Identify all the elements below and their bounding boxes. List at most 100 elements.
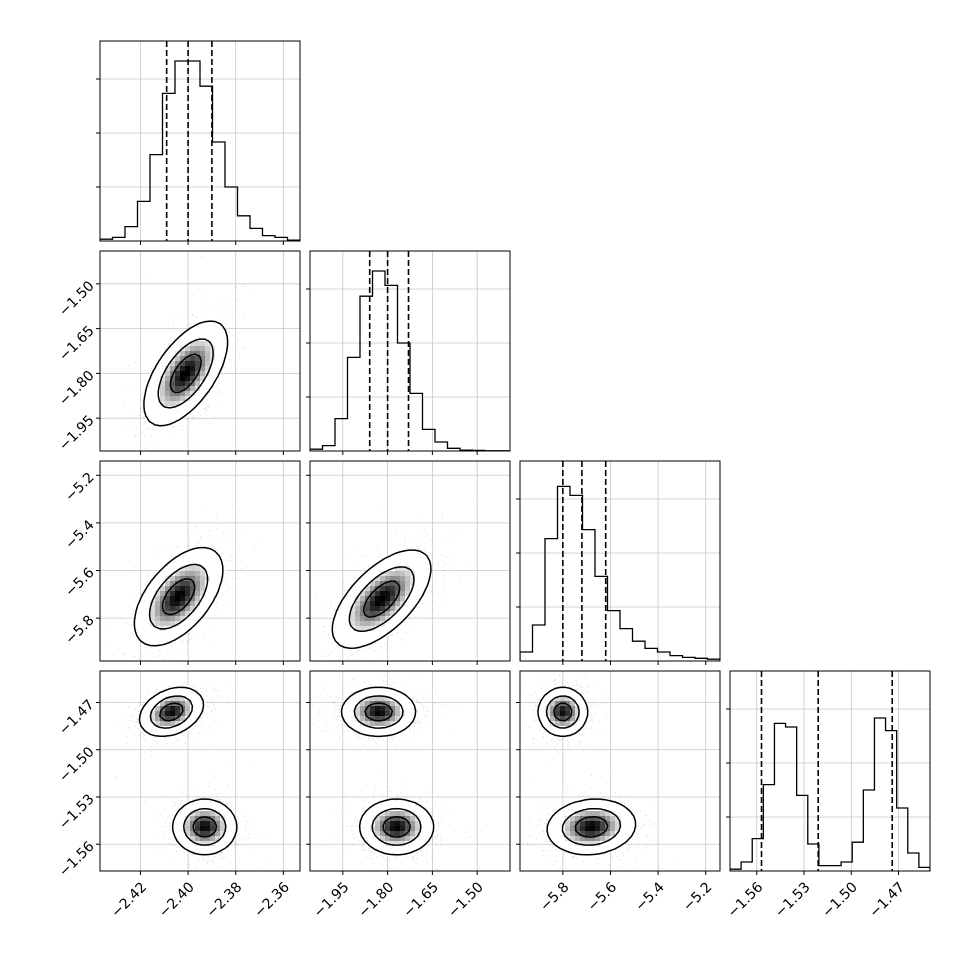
density-cell: [350, 616, 356, 622]
density-mask: [350, 721, 356, 727]
density-mask: [150, 606, 156, 612]
density-cell: [160, 721, 166, 727]
density-cell: [180, 701, 186, 707]
density-mask: [365, 586, 371, 592]
density-mask: [400, 841, 406, 847]
density-cell: [375, 696, 381, 702]
density-mask: [185, 621, 191, 627]
panel-frame: [309, 670, 511, 872]
density-mask: [170, 631, 176, 637]
density-mask: [570, 826, 576, 832]
density-mask: [200, 586, 206, 592]
density-mask: [200, 556, 206, 562]
density-mask: [345, 631, 351, 637]
density-mask: [565, 831, 571, 837]
density-mask: [160, 701, 166, 707]
density-mask: [215, 836, 221, 842]
density-cell: [565, 721, 571, 727]
density-mask: [160, 396, 166, 402]
density-cell: [410, 826, 416, 832]
density-mask: [185, 406, 191, 412]
density-cell: [380, 601, 386, 607]
contour-line: [149, 695, 227, 846]
density-mask: [215, 826, 221, 832]
density-mask: [425, 831, 431, 837]
density-mask: [415, 571, 421, 577]
density-cell: [385, 601, 391, 607]
density-mask: [570, 691, 576, 697]
density-cell: [395, 596, 401, 602]
density-mask: [370, 831, 376, 837]
density-cell: [180, 371, 186, 377]
density-mask: [590, 836, 596, 842]
density-cell: [370, 696, 376, 702]
density-mask: [190, 611, 196, 617]
density-mask: [225, 841, 231, 847]
density-mask: [230, 816, 236, 822]
density-mask: [190, 401, 196, 407]
density-mask: [195, 616, 201, 622]
y-tick-label: −1.53: [56, 791, 98, 833]
density-cell: [185, 816, 191, 822]
density-mask: [160, 726, 166, 732]
density-mask: [155, 716, 161, 722]
density-cell: [405, 576, 411, 582]
density-mask: [230, 836, 236, 842]
density-mask: [165, 571, 171, 577]
density-mask: [210, 801, 216, 807]
density-mask: [375, 616, 381, 622]
density-cell: [190, 581, 196, 587]
x-tick-label: −2.40: [156, 879, 198, 921]
x-tick-label: −1.47: [866, 879, 908, 921]
density-mask: [415, 566, 421, 572]
density-mask: [220, 806, 226, 812]
density-cell: [585, 841, 591, 847]
density-mask: [575, 846, 581, 852]
density-mask: [375, 691, 381, 697]
density-mask: [365, 691, 371, 697]
density-cell: [200, 576, 206, 582]
density-cell: [575, 826, 581, 832]
density-cell: [400, 826, 406, 832]
density-mask: [175, 631, 181, 637]
density-mask: [190, 596, 196, 602]
density-mask: [370, 841, 376, 847]
density-cell: [370, 716, 376, 722]
density-mask: [625, 826, 631, 832]
density-cell: [190, 576, 196, 582]
density-cell: [150, 616, 156, 622]
density-mask: [190, 331, 196, 337]
contour-line: [148, 563, 209, 630]
density-mask: [205, 801, 211, 807]
density-cell: [380, 821, 386, 827]
density-mask: [140, 601, 146, 607]
density-mask: [185, 806, 191, 812]
density-cell: [565, 711, 571, 717]
density-mask: [410, 561, 416, 567]
density-mask: [570, 841, 576, 847]
density-cell: [150, 601, 156, 607]
density-cell: [385, 701, 391, 707]
density-mask: [175, 686, 181, 692]
density-mask: [405, 606, 411, 612]
density-cell: [185, 831, 191, 837]
density-cell: [400, 831, 406, 837]
density-mask: [175, 691, 181, 697]
density-mask: [400, 811, 406, 817]
density-mask: [220, 836, 226, 842]
density-mask: [610, 821, 616, 827]
density-mask: [215, 356, 221, 362]
density-mask: [370, 631, 376, 637]
density-mask: [345, 591, 351, 597]
density-mask: [575, 816, 581, 822]
density-mask: [345, 601, 351, 607]
density-cell: [170, 386, 176, 392]
density-cell: [165, 701, 171, 707]
density-mask: [370, 581, 376, 587]
panel-frame: [729, 670, 931, 872]
density-cell: [165, 581, 171, 587]
density-mask: [225, 826, 231, 832]
density-mask: [575, 691, 581, 697]
density-mask: [195, 346, 201, 352]
density-cell: [195, 581, 201, 587]
